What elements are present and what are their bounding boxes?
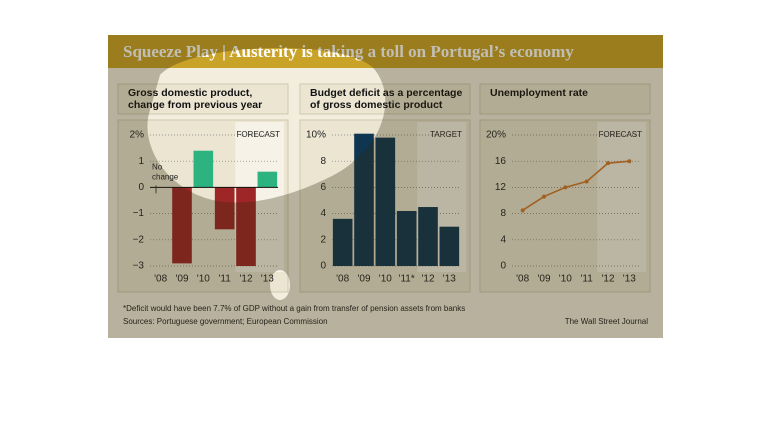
x-tick-label: '11 — [581, 274, 594, 285]
bar — [172, 187, 192, 264]
header-bar — [108, 35, 663, 68]
y-tick-label: 8 — [500, 208, 506, 219]
bar — [439, 226, 460, 266]
x-tick-label: '12 — [239, 274, 252, 285]
sources: Sources: Portuguese government; European… — [123, 317, 328, 326]
y-tick-label: 1 — [138, 156, 144, 167]
y-tick-label: 10% — [306, 130, 326, 141]
bar — [396, 210, 417, 266]
chart-title: of gross domestic product — [310, 99, 443, 111]
chart-title: Budget deficit as a percentage — [310, 87, 462, 99]
y-tick-label: 20% — [486, 130, 506, 141]
x-tick-label: '08 — [154, 274, 167, 285]
charts: Gross domestic product,change from previ… — [117, 83, 651, 293]
chart-title: change from previous year — [128, 99, 262, 111]
x-tick-label: '12 — [421, 274, 434, 285]
x-tick-label: '10 — [559, 274, 572, 285]
footnote: *Deficit would have been 7.7% of GDP wit… — [123, 304, 465, 313]
x-tick-label: '09 — [357, 274, 370, 285]
x-tick-label: '12 — [601, 274, 614, 285]
point — [520, 208, 525, 213]
bar — [354, 133, 374, 266]
x-tick-label: '09 — [175, 274, 188, 285]
y-tick-label: 12 — [495, 182, 507, 193]
title-box — [299, 83, 471, 115]
bar — [418, 207, 438, 266]
credit: The Wall Street Journal — [565, 317, 649, 326]
y-tick-label: 4 — [500, 234, 506, 245]
bar — [257, 171, 278, 188]
bar — [214, 187, 235, 230]
chart-title: Gross domestic product, — [128, 87, 252, 99]
bar — [193, 150, 214, 188]
point — [584, 179, 589, 184]
shade — [597, 122, 646, 272]
point — [627, 159, 632, 164]
point — [606, 161, 610, 166]
chart-title: Unemployment rate — [490, 87, 588, 99]
x-tick-label: '13 — [261, 274, 274, 285]
y-tick-label: 4 — [320, 208, 326, 219]
title-box — [479, 83, 651, 115]
bar — [332, 218, 353, 266]
annotation-line: change — [152, 173, 179, 182]
x-tick-label: '08 — [336, 274, 349, 285]
point — [542, 194, 546, 199]
y-tick-label: 8 — [320, 156, 326, 167]
x-tick-label: '11* — [399, 274, 415, 285]
y-tick-label: −3 — [133, 261, 145, 272]
shade-label: FORECAST — [598, 130, 642, 139]
y-tick-label: 0 — [320, 261, 326, 272]
dim-overlay — [108, 35, 663, 338]
y-tick-label: 0 — [138, 182, 144, 193]
annotation-line: No — [152, 163, 163, 172]
shade-label: TARGET — [430, 130, 462, 139]
x-tick-label: '11 — [219, 274, 232, 285]
y-tick-label: 2 — [320, 234, 326, 245]
header-title: Squeeze Play | Austerity is taking a tol… — [123, 42, 574, 61]
x-tick-label: '13 — [623, 274, 636, 285]
x-tick-label: '10 — [197, 274, 210, 285]
bar — [375, 137, 396, 266]
x-tick-label: '09 — [537, 274, 550, 285]
y-tick-label: 2% — [130, 130, 145, 141]
point — [563, 185, 568, 190]
line — [522, 160, 630, 211]
x-tick-label: '10 — [379, 274, 392, 285]
y-tick-label: 0 — [500, 261, 506, 272]
bar — [236, 187, 256, 266]
x-tick-label: '08 — [516, 274, 529, 285]
y-tick-label: 6 — [320, 182, 326, 193]
y-tick-label: −1 — [133, 208, 145, 219]
shade-label: FORECAST — [236, 130, 280, 139]
x-tick-label: '13 — [443, 274, 456, 285]
y-tick-label: −2 — [133, 234, 145, 245]
y-tick-label: 16 — [495, 156, 507, 167]
annotation: Nochange — [152, 163, 179, 182]
title-box — [117, 83, 289, 115]
